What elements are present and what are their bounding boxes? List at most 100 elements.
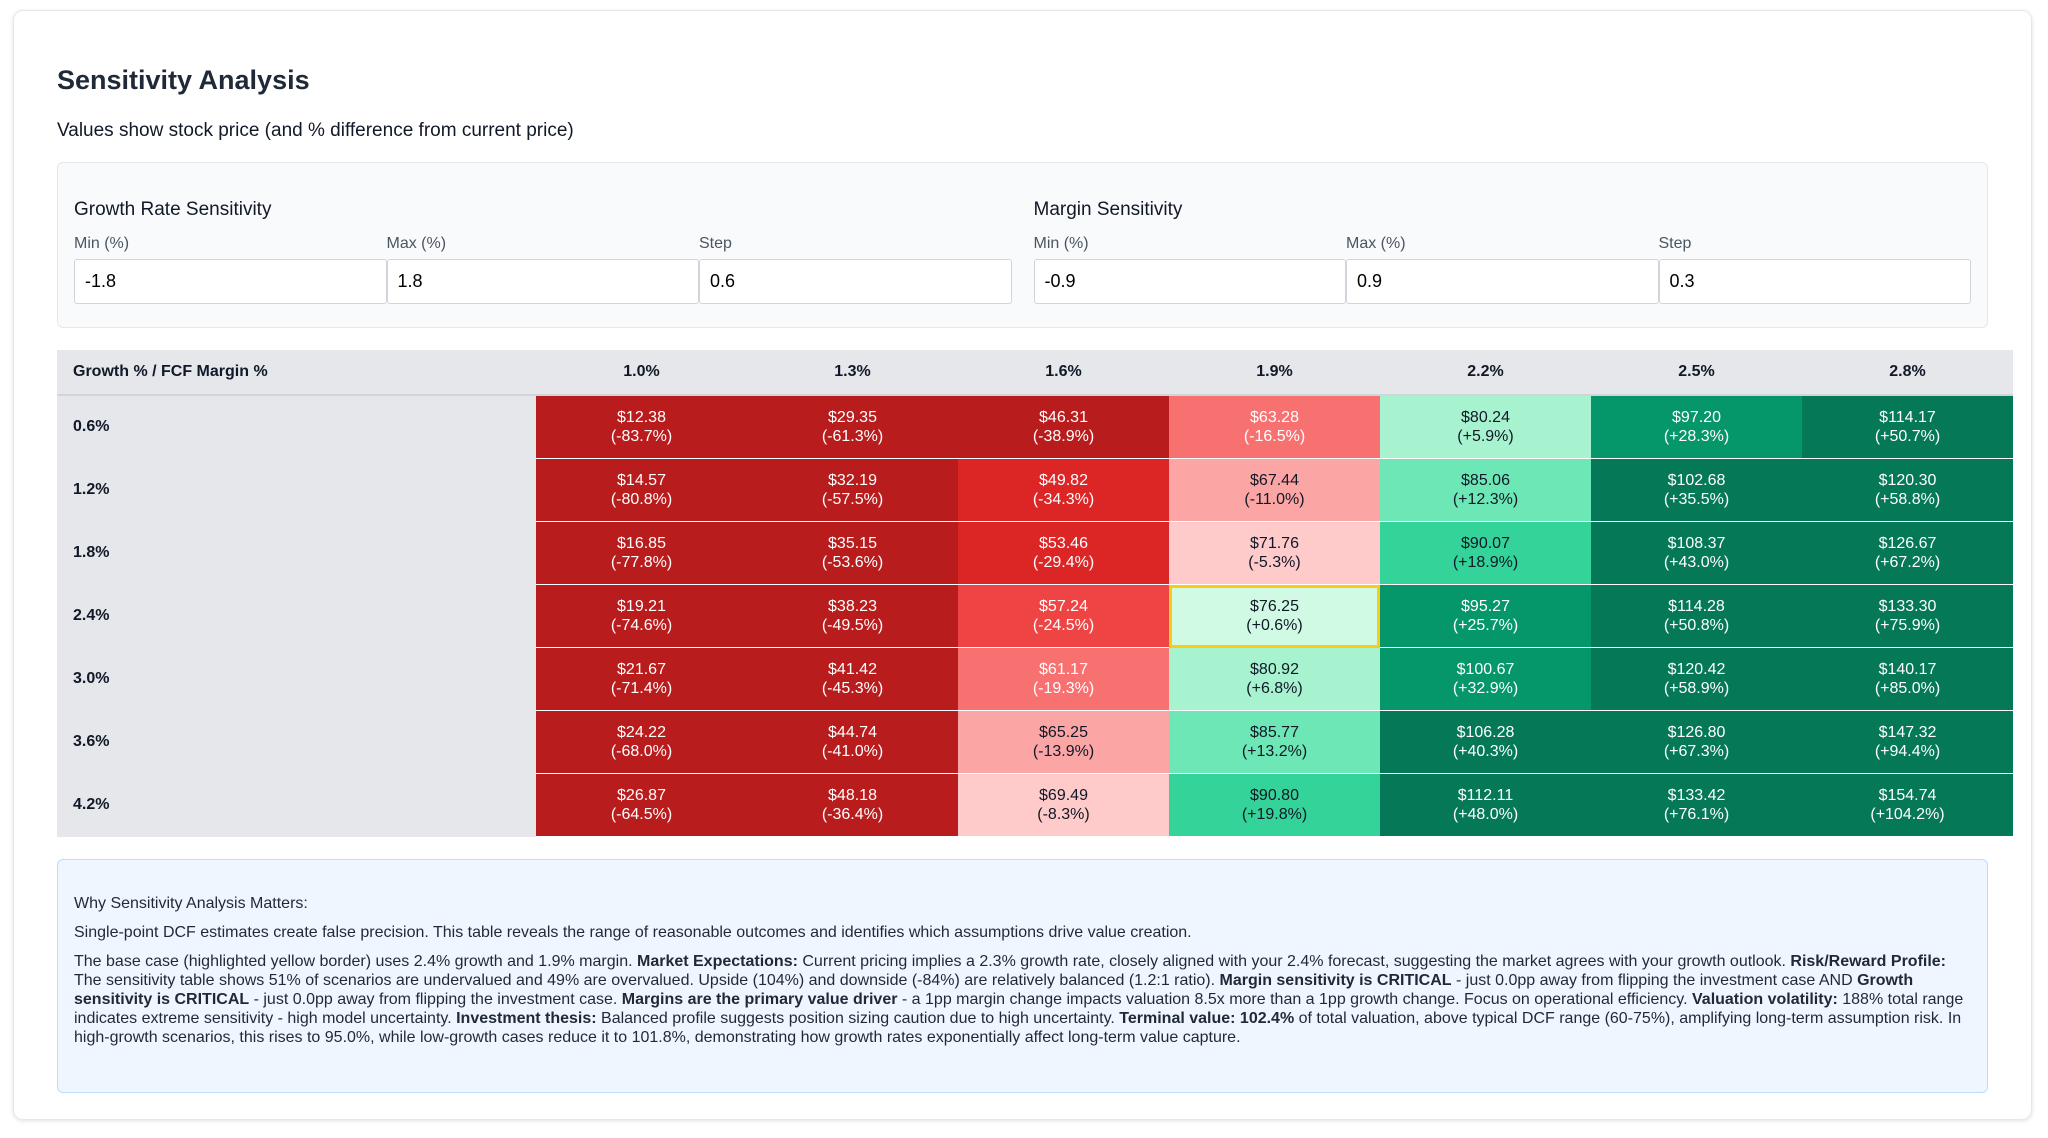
price: $90.80	[1250, 787, 1299, 804]
field-input[interactable]	[1658, 259, 1971, 304]
percent-change: (+50.7%)	[1874, 428, 1941, 445]
value-cell: $76.25 (+0.6%)	[1169, 584, 1380, 648]
price: $57.24	[1039, 598, 1088, 615]
price: $12.38	[617, 409, 666, 426]
bold-text: Risk/Reward Profile:	[1790, 953, 1947, 970]
value-cell: $126.80 (+67.3%)	[1591, 710, 1802, 774]
percent-change: (+32.9%)	[1452, 680, 1519, 697]
value-cell: $112.11 (+48.0%)	[1380, 773, 1591, 837]
bold-text: Valuation volatility:	[1692, 991, 1838, 1008]
table-row: 3.0% $21.67 (-71.4%) $41.42 (-45.3%) $61.17 (-…	[57, 647, 2013, 711]
percent-change: (-16.5%)	[1243, 428, 1306, 445]
percent-change: (+85.0%)	[1874, 680, 1941, 697]
group-title: Growth Rate Sensitivity	[74, 199, 272, 220]
price: $97.20	[1672, 409, 1721, 426]
percent-change: (-11.0%)	[1244, 491, 1305, 508]
price: $69.49	[1039, 787, 1088, 804]
percent-change: (-83.7%)	[610, 428, 673, 445]
price: $102.68	[1667, 472, 1726, 489]
row-header: 0.6%	[57, 395, 536, 459]
text: - a 1pp margin change impacts valuation …	[897, 991, 1692, 1008]
text: 188% total range indicates extreme sensi…	[74, 991, 1968, 1027]
price: $112.11	[1457, 787, 1514, 804]
value-cell: $106.28 (+40.3%)	[1380, 710, 1591, 774]
value-cell: $126.67 (+67.2%)	[1802, 521, 2013, 585]
title: Sensitivity Analysis	[57, 65, 310, 95]
percent-change: (+75.9%)	[1874, 617, 1941, 634]
value-cell: $32.19 (-57.5%)	[747, 458, 958, 522]
percent-change: (-68.0%)	[610, 743, 673, 760]
percent-change: (-61.3%)	[821, 428, 884, 445]
info-box: Why Sensitivity Analysis Matters: Single-…	[57, 859, 1988, 1093]
price: $76.25	[1250, 598, 1299, 615]
value-cell: $90.07 (+18.9%)	[1380, 521, 1591, 585]
row-header: 3.6%	[57, 710, 536, 774]
column-header: 1.3%	[747, 350, 958, 396]
value-cell: $80.92 (+6.8%)	[1169, 647, 1380, 711]
value-cell: $63.28 (-16.5%)	[1169, 395, 1380, 459]
value-cell: $108.37 (+43.0%)	[1591, 521, 1802, 585]
column-header: 1.6%	[958, 350, 1169, 396]
bold-text: Terminal value: 102.4%	[1119, 1010, 1295, 1027]
field-label: Max (%)	[386, 235, 447, 252]
row-header: 4.2%	[57, 773, 536, 837]
value-cell: $140.17 (+85.0%)	[1802, 647, 2013, 711]
field-input[interactable]	[74, 259, 387, 304]
percent-change: (+58.8%)	[1874, 491, 1941, 508]
value-cell: $95.27 (+25.7%)	[1380, 584, 1591, 648]
row-header: 2.4%	[57, 584, 536, 648]
value-cell: $120.30 (+58.8%)	[1802, 458, 2013, 522]
price: $67.44	[1250, 472, 1299, 489]
percent-change: (+6.8%)	[1246, 680, 1303, 697]
percent-change: (-38.9%)	[1032, 428, 1095, 445]
percent-change: (-71.4%)	[610, 680, 673, 697]
percent-change: (-41.0%)	[821, 743, 884, 760]
percent-change: (-19.3%)	[1032, 680, 1095, 697]
value-cell: $41.42 (-45.3%)	[747, 647, 958, 711]
text: Current pricing implies a 2.3% growth ra…	[797, 953, 1791, 970]
value-cell: $71.76 (-5.3%)	[1169, 521, 1380, 585]
price: $90.07	[1461, 535, 1510, 552]
percent-change: (+94.4%)	[1874, 743, 1941, 760]
column-header: 2.2%	[1380, 350, 1591, 396]
table-row: 2.4% $19.21 (-74.6%) $38.23 (-49.5%) $57.24 (-…	[57, 584, 2013, 648]
price: $133.42	[1667, 787, 1726, 804]
percent-change: (+43.0%)	[1663, 554, 1730, 571]
value-cell: $21.67 (-71.4%)	[536, 647, 747, 711]
price: $126.80	[1667, 724, 1726, 741]
value-cell: $114.17 (+50.7%)	[1802, 395, 2013, 459]
field-input[interactable]	[1346, 259, 1659, 304]
field-input[interactable]	[386, 259, 699, 304]
subtitle: Values show stock price (and % differenc…	[57, 120, 574, 141]
percent-change: (+48.0%)	[1452, 806, 1519, 823]
column-header: 1.0%	[536, 350, 747, 396]
field-input[interactable]	[699, 259, 1012, 304]
value-cell: $26.87 (-64.5%)	[536, 773, 747, 837]
field-label: Min (%)	[74, 235, 130, 252]
percent-change: (+5.9%)	[1457, 428, 1514, 445]
percent-change: (+67.3%)	[1663, 743, 1730, 760]
price: $147.32	[1878, 724, 1937, 741]
price: $26.87	[617, 787, 666, 804]
text: - just 0.0pp away from flipping the inve…	[249, 991, 622, 1008]
price: $65.25	[1039, 724, 1088, 741]
field-label: Step	[1658, 235, 1692, 252]
value-cell: $102.68 (+35.5%)	[1591, 458, 1802, 522]
value-cell: $16.85 (-77.8%)	[536, 521, 747, 585]
price: $29.35	[828, 409, 877, 426]
bold-text: Investment thesis:	[456, 1010, 597, 1027]
field-input[interactable]	[1033, 259, 1346, 304]
value-cell: $85.06 (+12.3%)	[1380, 458, 1591, 522]
percent-change: (+28.3%)	[1663, 428, 1730, 445]
price: $21.67	[617, 661, 666, 678]
percent-change: (-13.9%)	[1032, 743, 1095, 760]
price: $85.77	[1250, 724, 1299, 741]
value-cell: $49.82 (-34.3%)	[958, 458, 1169, 522]
percent-change: (-34.3%)	[1032, 491, 1095, 508]
table-row: 1.8% $16.85 (-77.8%) $35.15 (-53.6%) $53.46 (-…	[57, 521, 2013, 585]
field: Max (%)	[1346, 235, 1659, 304]
percent-change: (-64.5%)	[610, 806, 673, 823]
field: Step	[699, 235, 1012, 304]
percent-change: (+104.2%)	[1870, 806, 1945, 823]
